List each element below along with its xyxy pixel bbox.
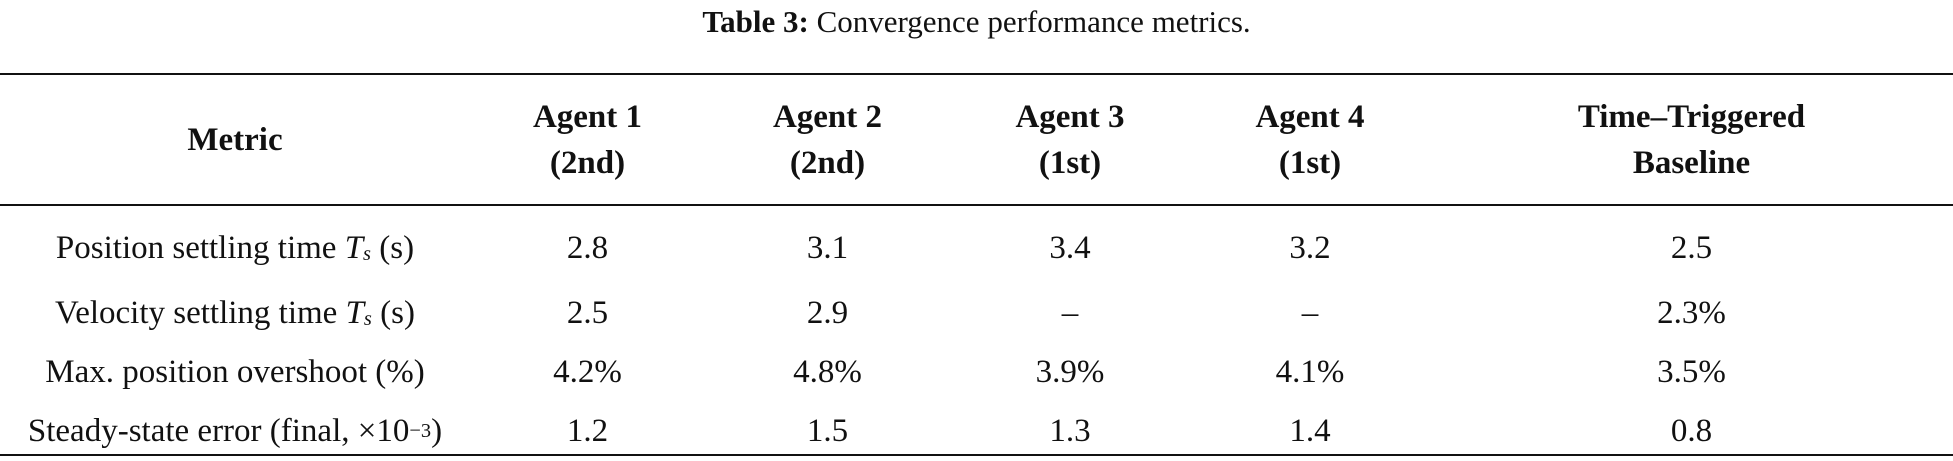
table-cell: – — [1061, 295, 1079, 331]
table-caption: Table 3: Convergence performance metrics… — [0, 0, 1953, 44]
table-cell: 2.5 — [1670, 230, 1713, 266]
table-cell: 4.2% — [553, 354, 622, 390]
row-label: Max. position overshoot (%) — [45, 354, 425, 390]
table-cell: 2.9 — [806, 295, 849, 331]
row-label: Steady-state error (final, ×10−3) — [27, 413, 443, 449]
table-cell: 3.2 — [1289, 230, 1331, 266]
table-row-position-settling: Position settling time Ts (s) 2.8 3.1 3.… — [0, 204, 1953, 284]
table-cell: 4.1% — [1275, 354, 1345, 390]
header-agent-1: Agent 1 (2nd) — [532, 98, 643, 181]
table-cell: 2.3% — [1657, 295, 1726, 331]
table-cell: 3.4 — [1049, 230, 1091, 266]
table-cell: 1.4 — [1289, 413, 1331, 449]
metrics-table: Metric Agent 1 (2nd) Agent 2 (2nd) Agent… — [0, 75, 1953, 461]
header-row: Metric Agent 1 (2nd) Agent 2 (2nd) Agent… — [0, 75, 1953, 204]
table-cell: 3.9% — [1035, 354, 1105, 390]
header-rule — [0, 204, 1953, 206]
table-row-max-overshoot: Max. position overshoot (%) 4.2% 4.8% 3.… — [0, 343, 1953, 402]
table-cell: 0.8 — [1670, 413, 1713, 449]
table-cell: 3.1 — [806, 230, 849, 266]
table-cell: 3.5% — [1657, 354, 1726, 390]
table-row-steady-state-error: Steady-state error (final, ×10−3) 1.2 1.… — [0, 402, 1953, 461]
table-cell: – — [1301, 295, 1319, 331]
table-row-velocity-settling: Velocity settling time Ts (s) 2.5 2.9 – … — [0, 284, 1953, 343]
bottom-rule — [0, 454, 1953, 456]
caption-text: Convergence performance metrics. — [816, 4, 1251, 39]
table-cell: 1.3 — [1049, 413, 1091, 449]
table-cell: 1.2 — [566, 413, 609, 449]
header-baseline: Time–Triggered Baseline — [1577, 98, 1806, 181]
row-label: Velocity settling time Ts (s) — [55, 295, 415, 331]
caption-label: Table 3: — [702, 4, 809, 39]
table-cell: 2.8 — [566, 230, 609, 266]
header-metric: Metric — [187, 121, 283, 158]
table-cell: 2.5 — [566, 295, 609, 331]
header-agent-3: Agent 3 (1st) — [1015, 98, 1125, 181]
header-agent-4: Agent 4 (1st) — [1255, 98, 1365, 181]
top-rule — [0, 73, 1953, 75]
table-cell: 4.8% — [793, 354, 862, 390]
table-cell: 1.5 — [806, 413, 849, 449]
row-label: Position settling time Ts (s) — [55, 230, 415, 266]
header-agent-2: Agent 2 (2nd) — [772, 98, 883, 181]
